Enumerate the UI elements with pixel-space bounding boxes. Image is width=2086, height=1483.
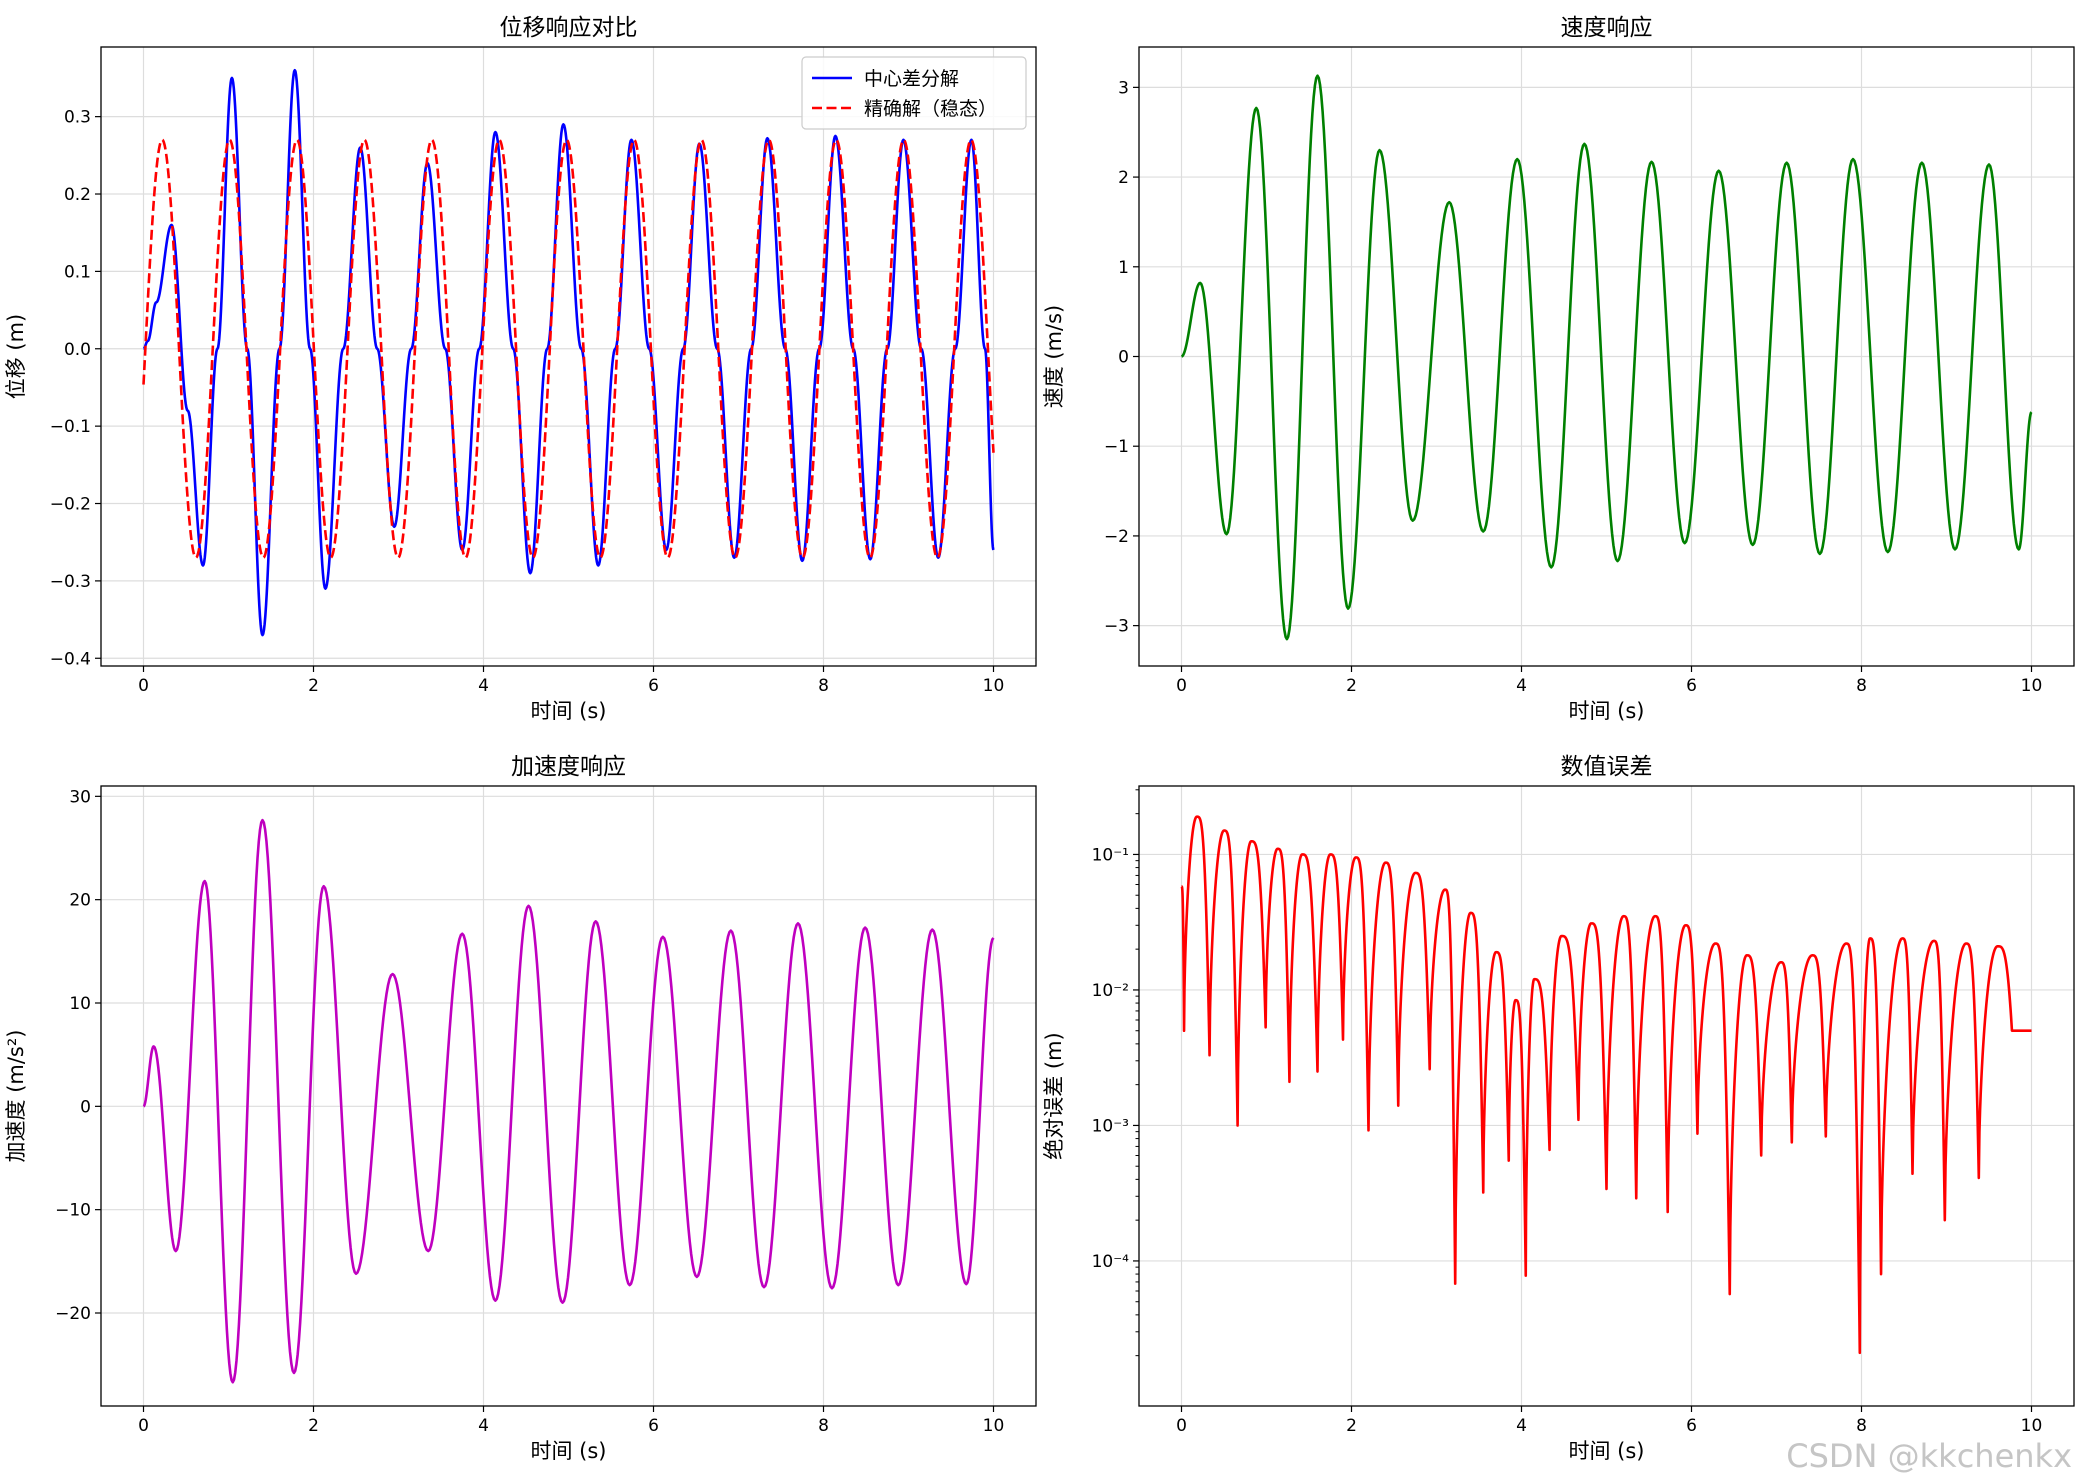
x-tick-label: 6 — [648, 1416, 659, 1436]
y-tick-label: 1 — [1118, 258, 1129, 278]
chart-title: 位移响应对比 — [500, 15, 638, 41]
x-tick-label: 4 — [478, 676, 489, 696]
y-tick-label: −3 — [1104, 617, 1129, 637]
x-tick-label: 2 — [1346, 1416, 1357, 1436]
y-tick-label: 2 — [1118, 168, 1129, 188]
y-tick-label: 20 — [69, 891, 91, 911]
legend-label: 精确解（稳态） — [864, 98, 997, 120]
series-line-1 — [1180, 74, 2033, 641]
plot-area — [1180, 815, 2033, 1355]
series-line-2 — [142, 138, 995, 559]
y-tick-label: 0.3 — [64, 108, 91, 128]
x-axis-label: 时间 (s) — [1568, 699, 1644, 723]
x-tick-label: 4 — [478, 1416, 489, 1436]
y-tick-label: −0.2 — [50, 495, 91, 515]
axes-frame — [1138, 785, 2075, 1407]
legend-frame — [801, 56, 1027, 130]
y-axis-label: 加速度 (m/s²) — [4, 1030, 28, 1163]
x-tick-label: 10 — [983, 1416, 1005, 1436]
y-tick-label: 10 — [69, 994, 91, 1014]
y-tick-label: −10 — [55, 1201, 91, 1221]
y-tick-label: 0.0 — [64, 340, 91, 360]
x-tick-label: 8 — [1856, 676, 1867, 696]
y-tick-label: −0.3 — [50, 572, 91, 592]
chart-title: 数值误差 — [1561, 754, 1653, 780]
series-line-1 — [1180, 815, 2033, 1355]
x-axis-label: 时间 (s) — [530, 699, 606, 723]
plot-area — [1180, 74, 2033, 641]
y-axis-label: 位移 (m) — [4, 314, 28, 400]
x-tick-label: 6 — [1686, 1416, 1697, 1436]
x-tick-label: 2 — [1346, 676, 1357, 696]
y-tick-label: 3 — [1118, 78, 1129, 98]
x-tick-label: 6 — [1686, 676, 1697, 696]
x-axis-label: 时间 (s) — [530, 1439, 606, 1463]
y-tick-label: −0.4 — [50, 649, 91, 669]
x-tick-label: 2 — [308, 1416, 319, 1436]
x-tick-label: 6 — [648, 676, 659, 696]
x-tick-label: 8 — [818, 676, 829, 696]
x-tick-label: 0 — [1176, 1416, 1187, 1436]
x-tick-label: 8 — [818, 1416, 829, 1436]
y-tick-label: 10⁻⁴ — [1092, 1252, 1130, 1272]
watermark: CSDN @kkchenkx — [1786, 1437, 2072, 1475]
plot-area — [142, 68, 995, 637]
y-tick-label: 10⁻¹ — [1092, 845, 1129, 865]
chart-title: 速度响应 — [1561, 15, 1653, 41]
y-tick-label: 10⁻³ — [1092, 1116, 1129, 1136]
y-tick-label: 0 — [1118, 348, 1129, 368]
y-tick-label: −20 — [55, 1304, 91, 1324]
series-line-1 — [142, 818, 995, 1384]
y-tick-label: 0.1 — [64, 262, 91, 282]
x-tick-label: 10 — [983, 676, 1005, 696]
legend-label: 中心差分解 — [864, 68, 959, 90]
x-tick-label: 4 — [1516, 1416, 1527, 1436]
plot-area — [142, 818, 995, 1384]
x-tick-label: 0 — [138, 676, 149, 696]
y-axis-label: 速度 (m/s) — [1042, 305, 1066, 409]
y-tick-label: 0.2 — [64, 185, 91, 205]
subplot-1: 0 2 4 6 8 10 −0.4 −0.3 −0.2 −0.1 0.0 0.1 0.2 0.3 位移响应对… — [4, 15, 1037, 723]
y-axis-label: 绝对误差 (m) — [1042, 1032, 1066, 1160]
x-tick-label: 4 — [1516, 676, 1527, 696]
y-tick-label: 30 — [69, 787, 91, 807]
x-tick-label: 8 — [1856, 1416, 1867, 1436]
axes-frame — [100, 46, 1037, 667]
x-tick-label: 2 — [308, 676, 319, 696]
axes-frame — [100, 785, 1037, 1407]
y-tick-label: 0 — [80, 1097, 91, 1117]
x-tick-label: 0 — [138, 1416, 149, 1436]
y-tick-label: −2 — [1104, 527, 1129, 547]
chart-title: 加速度响应 — [511, 754, 626, 780]
y-tick-label: −0.1 — [50, 417, 91, 437]
x-tick-label: 10 — [2021, 1416, 2043, 1436]
x-tick-label: 0 — [1176, 676, 1187, 696]
y-tick-label: −1 — [1104, 437, 1129, 457]
x-axis-label: 时间 (s) — [1568, 1439, 1644, 1463]
y-tick-label: 10⁻² — [1092, 981, 1129, 1001]
x-tick-label: 10 — [2021, 676, 2043, 696]
